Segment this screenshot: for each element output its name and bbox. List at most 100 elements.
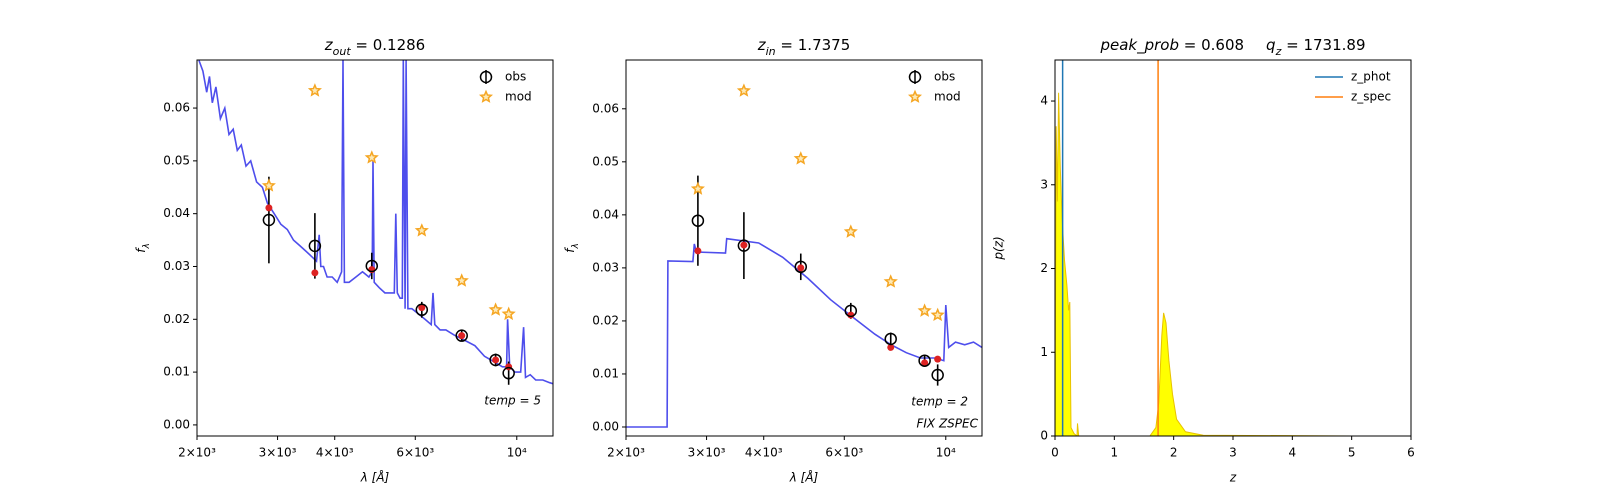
annotation: FIX ZSPEC (916, 417, 978, 431)
obs-marker (794, 260, 808, 274)
obs-marker (262, 213, 276, 227)
mod-marker (414, 223, 429, 237)
model-point (418, 304, 426, 312)
model-point (458, 332, 466, 340)
title-part: z (1275, 45, 1282, 58)
y-tick-label: 3 (1040, 177, 1048, 191)
mod-marker (917, 303, 932, 317)
y-label-part: λ (142, 243, 152, 249)
title-part: = 0.608 (1179, 36, 1244, 54)
mod-marker (883, 274, 898, 288)
x-tick-label: 5 (1348, 446, 1356, 460)
obs-marker (918, 354, 931, 367)
model-point (311, 269, 319, 277)
x-tick-label: 2×10³ (607, 446, 645, 460)
title-part: z (324, 36, 334, 54)
y-tick-label: 0.05 (163, 153, 190, 167)
x-tick-label: 4×10³ (316, 446, 354, 460)
model-point (934, 355, 942, 363)
obs-marker (415, 303, 429, 317)
y-tick-label: 0.01 (163, 365, 190, 379)
model-point (797, 264, 805, 272)
legend-marker (907, 89, 923, 103)
x-axis-label: λ [Å] (789, 470, 819, 485)
y-label-part: f (563, 247, 577, 253)
x-axis-label: z (1229, 471, 1237, 485)
obs-marker (884, 332, 897, 346)
y-tick-label: 0 (1040, 429, 1048, 443)
model-point (505, 363, 513, 371)
chart-title: peak_prob = 0.608 qz = 1731.89 (1099, 36, 1365, 58)
model-point (265, 204, 273, 212)
x-tick-label: 6×10³ (825, 446, 863, 460)
plot-frame (196, 59, 554, 437)
x-tick-label: 1 (1111, 446, 1119, 460)
legend-marker (478, 89, 494, 103)
mod-marker (307, 83, 322, 97)
y-tick-label: 1 (1040, 345, 1048, 359)
obs-marker (844, 304, 858, 318)
x-tick-label: 2 (1170, 446, 1178, 460)
y-axis-label: fλ (563, 243, 581, 253)
x-tick-label: 3×10³ (259, 446, 297, 460)
panel: 2×10³ 3×10³ 4×10³ 6×10³ 10⁴ 0.00 0.01 0.02 0.03 0… (563, 36, 983, 485)
obs-marker (691, 214, 705, 227)
model-point (492, 356, 500, 364)
mod-marker (501, 306, 516, 321)
y-axis-label: fλ (134, 243, 152, 253)
chart-title: zout = 0.1286 (324, 36, 425, 58)
x-tick-label: 0 (1051, 446, 1059, 460)
plot-area (1055, 60, 1352, 436)
y-tick-label: 0.00 (592, 419, 619, 433)
x-tick-label: 6 (1407, 446, 1415, 460)
model-point (887, 343, 895, 351)
panel: 2×10³ 3×10³ 4×10³ 6×10³ 10⁴ 0.00 0.01 0.02 0.03 0… (134, 36, 554, 485)
x-tick-label: 4×10³ (745, 446, 783, 460)
annotation: temp = 2 (911, 395, 968, 409)
mod-marker (454, 273, 469, 287)
y-tick-label: 0.02 (592, 313, 619, 327)
annotation: temp = 5 (484, 394, 541, 408)
y-tick-label: 0.03 (592, 260, 619, 274)
title-part: in (766, 45, 776, 58)
x-tick-label: 3×10³ (688, 446, 726, 460)
x-tick-label: 10⁴ (936, 446, 956, 460)
title-part: z (757, 36, 767, 54)
y-tick-label: 0.06 (592, 101, 619, 115)
legend-label: mod (934, 90, 961, 104)
mod-marker (690, 181, 705, 195)
legend-marker (908, 70, 922, 84)
title-part: = 1.7375 (776, 36, 851, 54)
mod-marker (736, 83, 752, 97)
x-axis-label: λ [Å] (360, 470, 390, 485)
y-axis-label: p(z) (992, 236, 1006, 260)
obs-marker (455, 329, 468, 342)
plot-frame (1054, 59, 1412, 437)
y-tick-label: 0.04 (163, 206, 190, 220)
mod-marker (488, 302, 503, 316)
y-tick-label: 0.01 (592, 366, 619, 380)
model-point (921, 359, 929, 367)
x-tick-label: 4 (1289, 446, 1297, 460)
x-tick-label: 10⁴ (507, 446, 527, 460)
mod-marker (261, 178, 276, 192)
title-part: q (1266, 36, 1276, 54)
legend-label: z_spec (1351, 90, 1391, 104)
obs-marker (737, 239, 751, 252)
model-point (694, 247, 702, 255)
pdf-area (1055, 92, 1352, 436)
title-part: out (333, 45, 352, 58)
legend-label: mod (505, 90, 532, 104)
legend-label: z_phot (1351, 70, 1391, 84)
y-tick-label: 0.00 (163, 417, 190, 431)
y-tick-label: 0.06 (163, 101, 190, 115)
y-tick-label: 4 (1040, 94, 1048, 108)
mod-marker (364, 150, 379, 164)
x-tick-label: 3 (1229, 446, 1237, 460)
title-part: peak_prob (1099, 36, 1179, 55)
y-tick-label: 0.03 (163, 259, 190, 273)
x-tick-label: 2×10³ (178, 446, 216, 460)
chart-title: zin = 1.7375 (757, 36, 851, 58)
